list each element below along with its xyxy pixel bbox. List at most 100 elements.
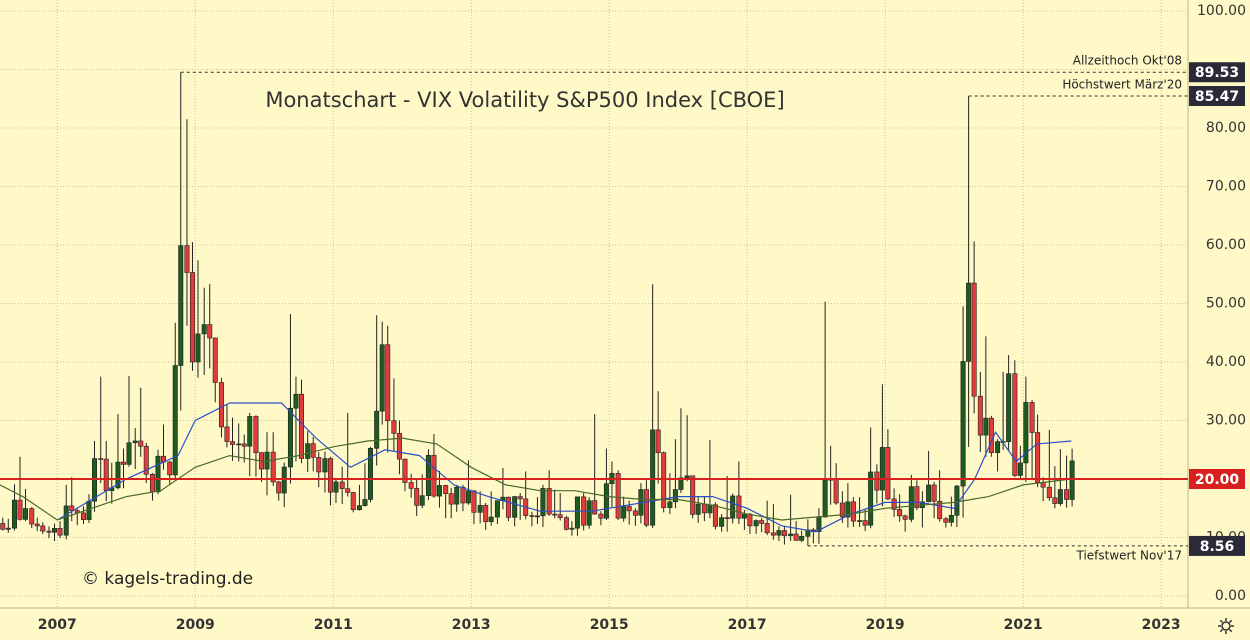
candle-body (719, 517, 725, 527)
candle-body (546, 488, 552, 515)
level-annotation: Höchstwert März'20 (1062, 78, 1182, 92)
candle-body (167, 461, 173, 476)
candle-body (103, 458, 109, 492)
x-tick-label: 2007 (38, 617, 77, 633)
candle-body (632, 510, 638, 516)
candle-body (465, 490, 471, 504)
candle-body (253, 416, 259, 453)
candle-body (69, 505, 75, 511)
x-tick-label: 2021 (1004, 617, 1043, 633)
candle-body (34, 523, 40, 527)
candle-body (937, 500, 943, 520)
candle-body (850, 501, 856, 522)
candle-body (414, 488, 420, 506)
level-annotation: Tiefstwert Nov'17 (1076, 548, 1183, 562)
candle-body (574, 496, 580, 529)
settings-icon[interactable] (1218, 618, 1234, 634)
candle-body (471, 490, 477, 513)
candle-body (431, 454, 437, 497)
candle-body (443, 485, 449, 494)
moving-average (0, 437, 1072, 521)
candle-body (529, 515, 535, 517)
candle-body (229, 441, 235, 445)
candle-body (207, 324, 213, 339)
candle-body (270, 451, 276, 483)
candle-body (695, 503, 701, 515)
x-tick-label: 2009 (176, 617, 215, 633)
candle-body (897, 509, 903, 517)
candle-body (1064, 489, 1070, 500)
price-box (1189, 535, 1245, 556)
candle-body (63, 505, 69, 536)
candle-body (707, 504, 713, 514)
candle-body (960, 361, 966, 487)
candle-body (138, 440, 144, 447)
candle-body (621, 506, 627, 519)
candle-body (552, 513, 558, 516)
candle-body (954, 485, 960, 516)
x-tick-label: 2011 (314, 617, 353, 633)
candle-body (374, 410, 380, 449)
candle-body (322, 458, 328, 473)
candle-body (362, 499, 368, 506)
candle-body (839, 502, 845, 518)
y-tick-label: 80.00 (1206, 120, 1246, 136)
candle-body (298, 393, 304, 459)
y-tick-label: 60.00 (1206, 237, 1246, 253)
candle-body (419, 495, 425, 506)
candle-body (1069, 460, 1075, 500)
candle-body (540, 488, 546, 517)
price-box (1189, 469, 1245, 490)
candle-body (724, 517, 730, 519)
candle-body (52, 528, 58, 533)
candle-body (477, 505, 483, 513)
candle-body (345, 488, 351, 493)
candle-body (788, 533, 794, 537)
candle-body (436, 485, 442, 497)
candle-body (488, 516, 494, 523)
candle-body (534, 515, 540, 518)
candle-body (557, 514, 563, 518)
candle-body (23, 508, 29, 520)
x-tick-label: 2019 (866, 617, 905, 633)
candle-body (1012, 373, 1018, 476)
candle-body (86, 500, 92, 520)
candle-body (460, 486, 466, 504)
candle-body (483, 505, 489, 523)
candle-body (402, 458, 408, 483)
candle-body (1029, 402, 1035, 433)
candle-body (678, 477, 684, 490)
candle-body (712, 504, 718, 527)
candle-body (971, 282, 977, 397)
candle-body (730, 495, 736, 519)
y-tick-label: 0.00 (1215, 588, 1246, 604)
candle-body (655, 429, 661, 453)
candle-body (189, 272, 195, 363)
candle-body (17, 499, 23, 520)
candle-body (793, 533, 799, 541)
candle-body (327, 458, 333, 493)
price-box (1189, 62, 1245, 83)
x-tick-label: 2023 (1142, 617, 1181, 633)
candle-body (132, 440, 138, 444)
candle-body (764, 523, 770, 534)
candle-body (143, 445, 149, 475)
candle-body (356, 505, 362, 511)
level-annotation: Allzeithoch Okt'08 (1073, 54, 1182, 68)
candle-body (931, 484, 937, 502)
candle-body (822, 479, 828, 518)
candle-body (305, 443, 311, 459)
candle-body (672, 489, 678, 503)
candle-body (857, 520, 863, 522)
candle-body (914, 486, 920, 508)
overlay: 20.00 89.53 Allzeithoch Okt'08 85.47 Höchstw… (0, 54, 1245, 562)
candle-body (902, 515, 908, 520)
x-tick-label: 2013 (452, 617, 491, 633)
candle-body (281, 466, 287, 494)
candle-body (505, 496, 511, 518)
candle-body (408, 482, 414, 489)
candle-body (868, 471, 874, 526)
candle-body (983, 417, 989, 436)
